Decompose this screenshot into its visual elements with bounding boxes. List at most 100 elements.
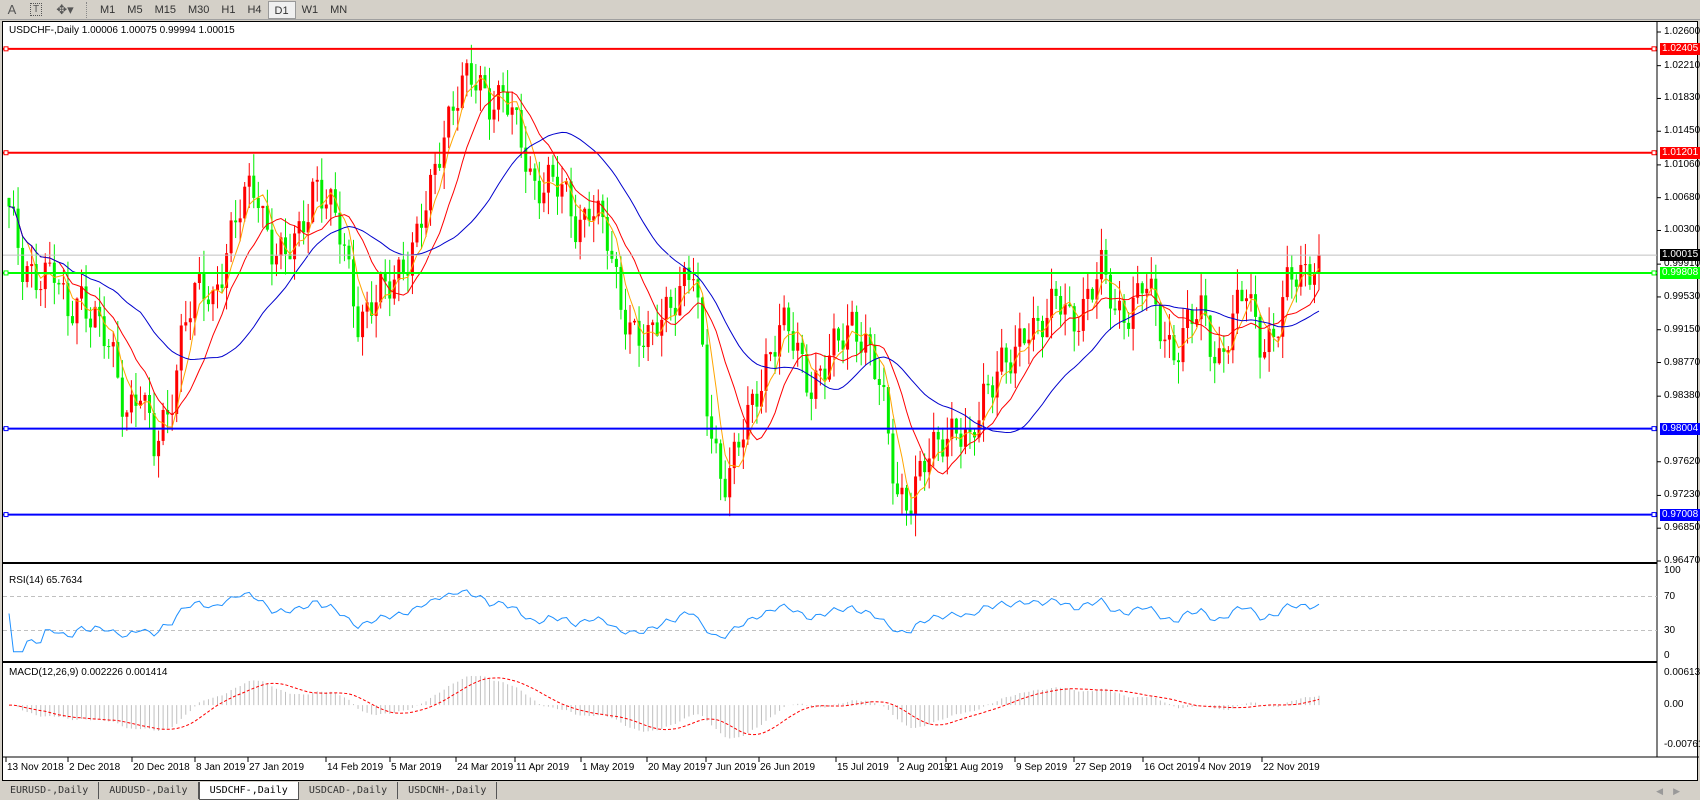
candle-body bbox=[633, 320, 637, 323]
candle-body bbox=[1235, 289, 1239, 314]
candle-body bbox=[619, 266, 623, 310]
candle-body bbox=[70, 316, 74, 324]
candle-body bbox=[864, 334, 868, 353]
chart-info: USDCHF-,Daily 1.00006 1.00075 0.99994 1.… bbox=[9, 25, 235, 36]
timeframe-m30[interactable]: M30 bbox=[187, 3, 210, 16]
tab-scroll-arrows[interactable]: ◀▶ bbox=[1656, 786, 1690, 796]
candle-body bbox=[497, 85, 501, 110]
timeframe-m15[interactable]: M15 bbox=[154, 3, 176, 16]
candle-body bbox=[814, 370, 818, 399]
macd-tick-label: 0.00 bbox=[1664, 699, 1684, 711]
timeframe-group: M1 M5 M15 M30 H1 H4 D1 W1 MN bbox=[94, 0, 353, 19]
candle-body bbox=[628, 322, 632, 335]
candle-body bbox=[66, 283, 70, 317]
candle-body bbox=[741, 439, 745, 448]
candle-body bbox=[578, 219, 582, 243]
tab-audusd[interactable]: AUDUSD-,Daily bbox=[99, 782, 199, 799]
line-handle bbox=[3, 270, 9, 276]
candle-body bbox=[84, 286, 88, 319]
candle-body bbox=[905, 487, 909, 511]
candle-body bbox=[111, 342, 115, 347]
timeframe-w1[interactable]: W1 bbox=[301, 3, 319, 16]
candle-body bbox=[1226, 350, 1230, 352]
time-tick-label: 9 Sep 2019 bbox=[1016, 762, 1068, 773]
candle-body bbox=[1204, 295, 1208, 316]
candle-body bbox=[229, 220, 233, 254]
candle-body bbox=[193, 283, 197, 319]
candle-body bbox=[102, 316, 106, 347]
candle-body bbox=[1172, 334, 1176, 361]
tab-usdcad[interactable]: USDCAD-,Daily bbox=[299, 782, 399, 799]
timeframe-d1[interactable]: D1 bbox=[267, 0, 296, 19]
candle-body bbox=[284, 237, 288, 255]
timeframe-mn[interactable]: MN bbox=[330, 3, 348, 16]
candle-body bbox=[256, 197, 260, 209]
candle-body bbox=[288, 254, 292, 260]
candle-body bbox=[1090, 288, 1094, 300]
candle-body bbox=[1000, 347, 1004, 372]
time-tick-label: 24 Mar 2019 bbox=[457, 762, 514, 773]
candle-body bbox=[1176, 360, 1180, 363]
candle-body bbox=[1127, 322, 1131, 329]
candle-body bbox=[710, 416, 714, 439]
timeframe-m1[interactable]: M1 bbox=[100, 3, 116, 16]
chart-window[interactable]: USDCHF-,Daily 1.00006 1.00075 0.99994 1.… bbox=[2, 21, 1700, 782]
candle-body bbox=[34, 264, 38, 291]
candle-body bbox=[175, 370, 179, 414]
candle-body bbox=[1136, 283, 1140, 298]
hline-price-label: 1.01201 bbox=[1660, 146, 1700, 159]
candle-body bbox=[429, 174, 433, 211]
candle-body bbox=[361, 311, 365, 338]
candle-body bbox=[909, 510, 913, 515]
candle-body bbox=[655, 322, 659, 336]
candle-body bbox=[469, 63, 473, 85]
candle-body bbox=[705, 344, 709, 417]
tab-usdcnh[interactable]: USDCNH-,Daily bbox=[398, 782, 498, 799]
candle-body bbox=[637, 320, 641, 346]
candle-body bbox=[202, 272, 206, 300]
price-tick-label: 1.00300 bbox=[1664, 224, 1700, 236]
time-tick-label: 26 Jun 2019 bbox=[760, 762, 816, 773]
candle-body bbox=[642, 345, 646, 348]
time-tick-label: 8 Jan 2019 bbox=[196, 762, 246, 773]
candle-body bbox=[1254, 294, 1258, 317]
text-A-icon[interactable]: A bbox=[7, 2, 17, 17]
candle-body bbox=[351, 259, 355, 307]
candle-body bbox=[691, 279, 695, 281]
arrows-tool-icon[interactable]: ✥▾ bbox=[56, 1, 74, 17]
candle-body bbox=[746, 404, 750, 440]
candle-body bbox=[438, 163, 442, 168]
candle-body bbox=[601, 200, 605, 218]
timeframe-h4[interactable]: H4 bbox=[247, 3, 262, 16]
hline-price-label: 1.02405 bbox=[1660, 42, 1700, 55]
candle-body bbox=[315, 179, 319, 182]
candle-body bbox=[1158, 304, 1162, 342]
candle-body bbox=[492, 109, 496, 120]
candle-body bbox=[592, 216, 596, 221]
candle-body bbox=[614, 258, 618, 267]
candle-body bbox=[238, 218, 242, 223]
candle-body bbox=[406, 272, 410, 276]
candle-body bbox=[623, 309, 627, 335]
candle-body bbox=[782, 307, 786, 326]
candle-body bbox=[1072, 306, 1076, 332]
line-handle bbox=[3, 150, 9, 156]
candle-body bbox=[487, 88, 491, 120]
candle-body bbox=[651, 322, 655, 326]
chart-canvas[interactable] bbox=[3, 22, 1699, 782]
candle-body bbox=[1104, 249, 1108, 275]
candle-body bbox=[764, 354, 768, 391]
timeframe-m5[interactable]: M5 bbox=[127, 3, 143, 16]
price-tick-label: 0.99150 bbox=[1664, 323, 1700, 335]
candle-body bbox=[877, 379, 881, 385]
tab-eurusd[interactable]: EURUSD-,Daily bbox=[0, 782, 100, 799]
time-tick-label: 1 May 2019 bbox=[582, 762, 635, 773]
candle-body bbox=[433, 163, 437, 175]
text-label-icon[interactable]: T bbox=[24, 1, 48, 19]
candle-body bbox=[39, 289, 43, 291]
candle-body bbox=[306, 222, 310, 233]
timeframe-h1[interactable]: H1 bbox=[221, 3, 236, 16]
tab-usdchf[interactable]: USDCHF-,Daily bbox=[198, 782, 299, 800]
candle-body bbox=[515, 107, 519, 110]
candle-body bbox=[818, 368, 822, 371]
